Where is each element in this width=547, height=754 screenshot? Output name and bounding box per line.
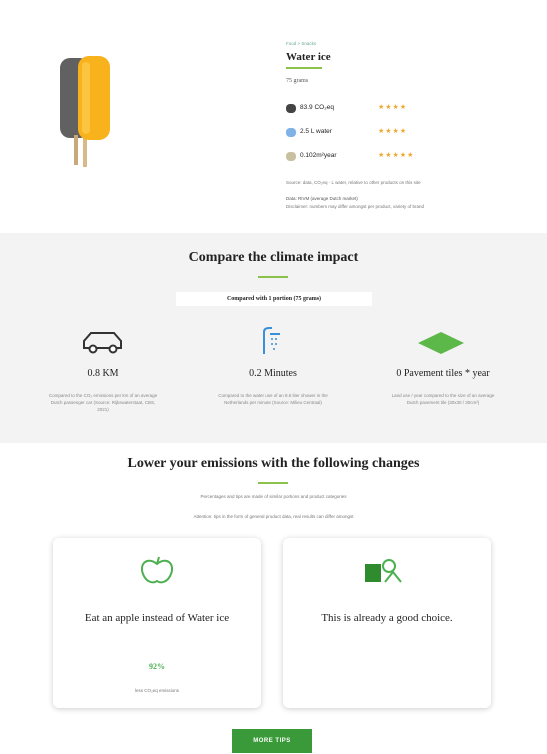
data-source: Data: RIVM (average Dutch market) [286, 196, 506, 201]
tips-note: Attention: tips in the form of general p… [0, 514, 547, 519]
stat-value: 0.2 Minutes [193, 368, 353, 379]
divider [258, 276, 288, 278]
metric-rating: ★★★★ [378, 127, 407, 135]
disclaimer: Disclaimer: numbers may differ amongst p… [286, 204, 506, 209]
tips-description: Percentages and tips are made of similar… [0, 494, 547, 499]
stat-value: 0.8 KM [23, 368, 183, 379]
stat-value: 0 Pavement tiles * year [363, 368, 523, 379]
car-icon [80, 328, 126, 356]
tip-saving-note: less CO₂eq emissions [53, 688, 261, 693]
divider [258, 482, 288, 484]
tip-card: Eat an apple instead of Water ice 92% le… [53, 538, 261, 708]
metric-icon [286, 152, 296, 161]
breadcrumb: Food > Snacks [286, 41, 316, 46]
tip-text: This is already a good choice. [307, 606, 467, 630]
shower-icon [260, 326, 288, 356]
tile-icon [418, 332, 464, 354]
section-title: Compare the climate impact [0, 250, 547, 266]
metric-icon [286, 104, 296, 113]
stat-description: Compared to the CO₂ emissions per km of … [48, 392, 158, 413]
metric-icon [286, 128, 296, 137]
metric-value: 2.5 L water [300, 128, 332, 135]
more-tips-button[interactable]: MORE TIPS [232, 729, 312, 753]
apple-icon [137, 554, 177, 588]
tip-text: Eat an apple instead of Water ice [77, 606, 237, 630]
divider [286, 67, 322, 69]
product-image [55, 50, 145, 175]
metric-value: 83.9 CO₂eq [300, 104, 334, 111]
metric-value: 0.102m²year [300, 152, 337, 159]
metric-rating: ★★★★ [378, 103, 407, 111]
section-title: Lower your emissions with the following … [0, 456, 547, 472]
choice-icon [363, 556, 407, 586]
product-weight: 75 grams [286, 78, 308, 84]
product-title: Water ice [286, 51, 331, 63]
tip-saving: 92% [53, 662, 261, 671]
stat-description: Compared to the water use of an 8.6 lite… [218, 392, 328, 406]
footnote: Source: data, CO₂eq · L water, relative … [286, 180, 506, 185]
page: Food > Snacks Water ice 75 grams Source:… [0, 0, 547, 754]
stat-description: Land use / year compared to the size of … [388, 392, 498, 406]
compare-basis: Compared with 1 portion (75 grams) [176, 292, 372, 306]
metric-rating: ★★★★★ [378, 151, 414, 159]
tip-card: This is already a good choice. [283, 538, 491, 708]
